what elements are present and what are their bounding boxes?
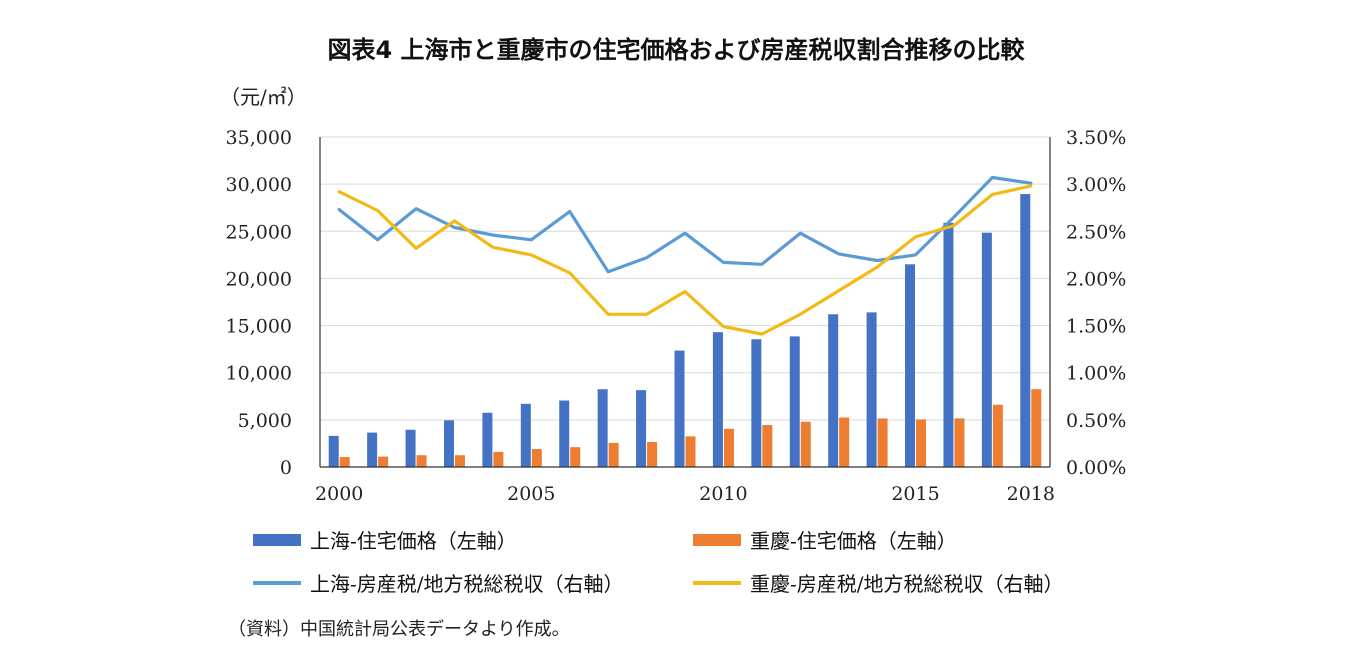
legend-swatch-chongqing-price	[693, 534, 741, 546]
bar-shanghai-price	[328, 435, 339, 467]
x-tick-label: 2000	[315, 483, 363, 505]
y-left-tick-label: 30,000	[226, 174, 292, 196]
y-left-tick-label: 10,000	[226, 363, 292, 385]
y-left-unit: （元/㎡）	[220, 85, 307, 109]
legend-label-chongqing-tax: 重慶-房産税/地方税総税収（右軸）	[750, 572, 1064, 596]
bar-shanghai-price	[443, 420, 454, 467]
bar-shanghai-price	[674, 350, 685, 467]
y-left-tick-label: 5,000	[238, 410, 292, 432]
y-left-tick-label: 25,000	[226, 221, 292, 243]
bar-shanghai-price	[712, 332, 723, 467]
x-tick-label: 2015	[891, 483, 939, 505]
bar-shanghai-price	[866, 312, 877, 467]
legend-label-shanghai-tax: 上海-房産税/地方税総税収（右軸）	[310, 572, 624, 596]
bar-chongqing-price	[493, 451, 504, 467]
y-right-tick-label: 3.00%	[1066, 174, 1126, 196]
bar-chongqing-price	[454, 455, 465, 467]
bar-shanghai-price	[751, 339, 762, 467]
bars-layer	[328, 194, 1042, 468]
bar-shanghai-price	[828, 314, 839, 467]
source-note: （資料）中国統計局公表データより作成。	[228, 619, 570, 640]
y-right-tick-label: 3.50%	[1066, 127, 1126, 149]
x-tick-label: 2005	[507, 483, 555, 505]
bar-chongqing-price	[800, 421, 811, 467]
y-left-tick-label: 15,000	[226, 316, 292, 338]
y-right-tick-label: 2.50%	[1066, 221, 1126, 243]
legend: 上海-住宅価格（左軸） 重慶-住宅価格（左軸） 上海-房産税/地方税総税収（右軸…	[253, 529, 1064, 596]
legend-swatch-shanghai-price	[253, 534, 301, 546]
bar-chongqing-price	[339, 457, 350, 467]
bar-chongqing-price	[647, 442, 658, 467]
bar-shanghai-price	[1020, 194, 1031, 468]
grid-layer	[320, 136, 1050, 421]
bar-shanghai-price	[520, 403, 531, 467]
bar-shanghai-price	[405, 429, 416, 467]
bar-chongqing-price	[992, 404, 1003, 467]
bar-chongqing-price	[877, 418, 888, 467]
bar-chongqing-price	[531, 449, 542, 467]
bar-shanghai-price	[367, 432, 378, 467]
lines-layer	[337, 175, 1033, 336]
bar-chongqing-price	[570, 447, 581, 467]
bar-chongqing-price	[1031, 389, 1042, 467]
y-left-tick-label: 0	[280, 457, 292, 479]
y-right-tick-label: 1.00%	[1066, 363, 1126, 385]
bar-shanghai-price	[636, 390, 647, 467]
bar-chongqing-price	[378, 456, 389, 467]
axis-layer	[319, 137, 1051, 468]
bar-shanghai-price	[597, 389, 608, 467]
x-tick-label: 2010	[699, 483, 747, 505]
line-shanghai-tax	[337, 175, 1033, 274]
bar-chongqing-price	[839, 417, 850, 467]
y-left-tick-label: 20,000	[226, 268, 292, 290]
y-right-tick-label: 2.00%	[1066, 268, 1126, 290]
chart-title: 図表4 上海市と重慶市の住宅価格および房産税収割合推移の比較	[327, 36, 1025, 64]
legend-label-shanghai-price: 上海-住宅価格（左軸）	[310, 529, 517, 553]
bar-shanghai-price	[905, 264, 916, 467]
bar-shanghai-price	[559, 400, 570, 467]
bar-shanghai-price	[789, 336, 800, 467]
bar-chongqing-price	[954, 418, 965, 467]
line-chongqing-tax	[337, 184, 1033, 336]
y-right-tick-label: 1.50%	[1066, 316, 1126, 338]
legend-label-chongqing-price: 重慶-住宅価格（左軸）	[750, 529, 957, 553]
y-right-tick-label: 0.00%	[1066, 457, 1126, 479]
bar-chongqing-price	[685, 436, 696, 467]
y-right-tick-label: 0.50%	[1066, 410, 1126, 432]
bar-shanghai-price	[482, 412, 493, 467]
bar-chongqing-price	[416, 455, 427, 467]
bar-shanghai-price	[981, 232, 992, 467]
bar-chongqing-price	[762, 425, 773, 467]
ticks-layer: 0 0.00% 5,000 0.50% 10,000 1.00% 15,000 1.50% 20…	[226, 127, 1127, 505]
bar-chongqing-price	[916, 419, 927, 467]
y-left-tick-label: 35,000	[226, 127, 292, 149]
bar-shanghai-price	[943, 222, 954, 467]
x-tick-label: 2018	[1007, 483, 1055, 505]
bar-chongqing-price	[608, 442, 619, 467]
bar-chongqing-price	[723, 428, 734, 467]
